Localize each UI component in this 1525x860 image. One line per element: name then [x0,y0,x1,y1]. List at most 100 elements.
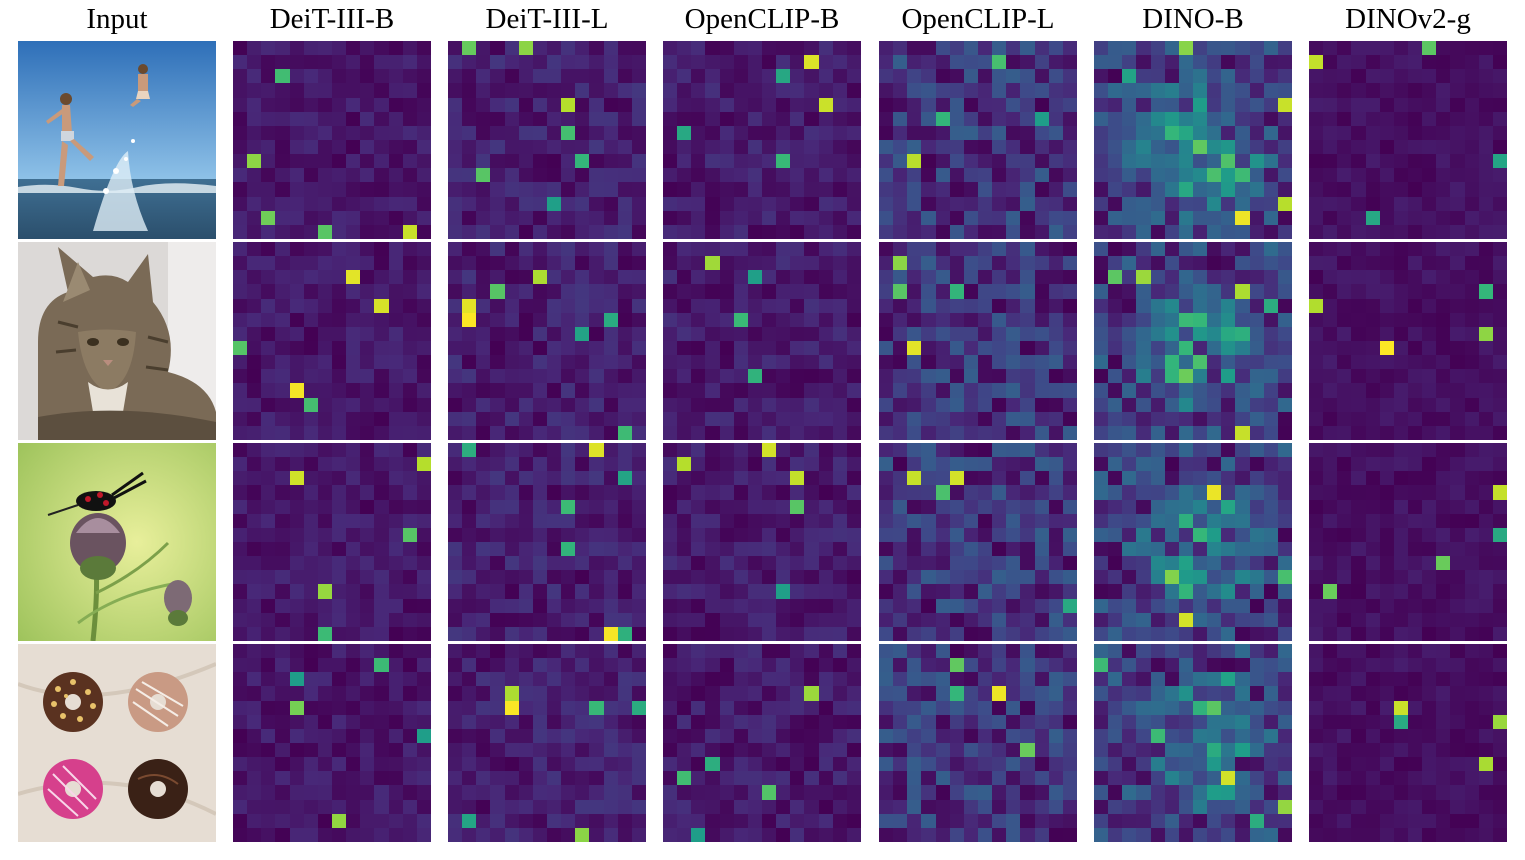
heatmap-patch [893,743,909,758]
heatmap-patch [1464,312,1480,328]
heatmap-patch [1164,196,1180,212]
heatmap-patch [747,196,763,212]
heatmap-patch [247,411,263,427]
heatmap-patch [547,298,562,314]
heatmap-patch [1048,111,1064,127]
heatmap-patch [677,485,693,501]
heatmap-patch [846,499,861,515]
heatmap-patch [776,714,792,730]
heatmap-patch [561,140,577,155]
heatmap-patch [346,644,362,659]
heatmap-patch [1108,411,1124,427]
heatmap-patch [1351,513,1367,529]
heatmap-patch [1221,298,1237,314]
heatmap-patch [1492,728,1507,744]
heatmap-patch [532,168,548,184]
heatmap-patch [303,799,319,815]
heatmap-patch [1450,771,1466,787]
heatmap-patch [275,111,291,127]
heatmap-patch [1422,168,1438,184]
heatmap-patch [1048,612,1064,628]
heatmap-patch [1164,771,1180,787]
heatmap-patch [1006,256,1022,272]
heatmap-patch [733,270,749,286]
heatmap-patch [1337,284,1353,300]
heatmap-patch [388,598,404,614]
heatmap-patch [1020,728,1036,744]
heatmap-patch [402,83,418,99]
heatmap-patch [1422,686,1438,702]
heatmap-patch [518,527,534,543]
heatmap-patch [532,471,548,487]
heatmap-patch [476,556,492,572]
heatmap-patch [747,813,763,829]
heatmap-patch [547,256,562,272]
heatmap-patch [589,700,605,716]
heatmap-patch [360,125,376,141]
heatmap-patch [275,799,291,815]
heatmap-patch [879,743,894,758]
heatmap-patch [1393,196,1409,212]
heatmap-patch [1422,242,1438,257]
heatmap-patch [1323,425,1339,440]
heatmap-patch [1235,125,1251,141]
heatmap-patch [247,598,263,614]
heatmap-patch [247,83,263,99]
heatmap-patch [388,242,404,257]
heatmap-patch [1393,799,1409,815]
heatmap-patch [1478,644,1494,659]
heatmap-patch [476,658,492,674]
heatmap-patch [949,326,965,342]
heatmap-patch [561,658,577,674]
heatmap-patch [747,626,763,641]
heatmap-patch [1436,485,1452,501]
heatmap-patch [992,284,1008,300]
heatmap-patch [1235,485,1251,501]
heatmap-patch [1235,813,1251,829]
heatmap-patch [1337,182,1353,198]
heatmap-patch [992,97,1008,113]
heatmap-patch [332,542,347,557]
heatmap-patch [1309,326,1324,342]
heatmap-patch [1337,612,1353,628]
heatmap-patch [846,256,861,272]
heatmap-patch [1150,785,1166,801]
heatmap-patch [733,443,749,458]
heatmap-patch [1450,210,1466,226]
heatmap-patch [1207,813,1223,829]
heatmap-patch [663,714,678,730]
heatmap-patch [1478,457,1494,473]
heatmap-patch [1379,182,1395,198]
heatmap-patch [762,471,777,487]
heatmap-patch [992,457,1008,473]
heatmap-patch [575,154,591,170]
heatmap-patch [846,700,861,716]
heatmap-patch [547,457,562,473]
heatmap-patch [818,799,834,815]
heatmap-patch [879,242,894,257]
heatmap-patch [879,686,894,702]
heatmap-patch [1249,397,1265,413]
heatmap-patch [1365,97,1381,113]
heatmap-patch [832,242,848,257]
heatmap-patch [1436,341,1452,356]
heatmap-patch [1365,69,1381,85]
heatmap-patch [289,326,305,342]
heatmap-patch [1048,298,1064,314]
heatmap-patch [1062,757,1077,773]
heatmap-patch [1094,55,1109,71]
heatmap-patch [1193,598,1208,614]
heatmap-patch [476,771,492,787]
heatmap-patch [1393,242,1409,257]
heatmap-patch [818,743,834,758]
heatmap-patch [1263,626,1279,641]
heatmap-patch [949,210,965,226]
heatmap-patch [1221,41,1237,56]
heatmap-patch [1122,256,1138,272]
heatmap-patch [547,443,562,458]
heatmap-patch [907,55,923,71]
heatmap-patch [747,284,763,300]
heatmap-patch [663,700,678,716]
heatmap-patch [374,612,390,628]
heatmap-patch [790,485,806,501]
